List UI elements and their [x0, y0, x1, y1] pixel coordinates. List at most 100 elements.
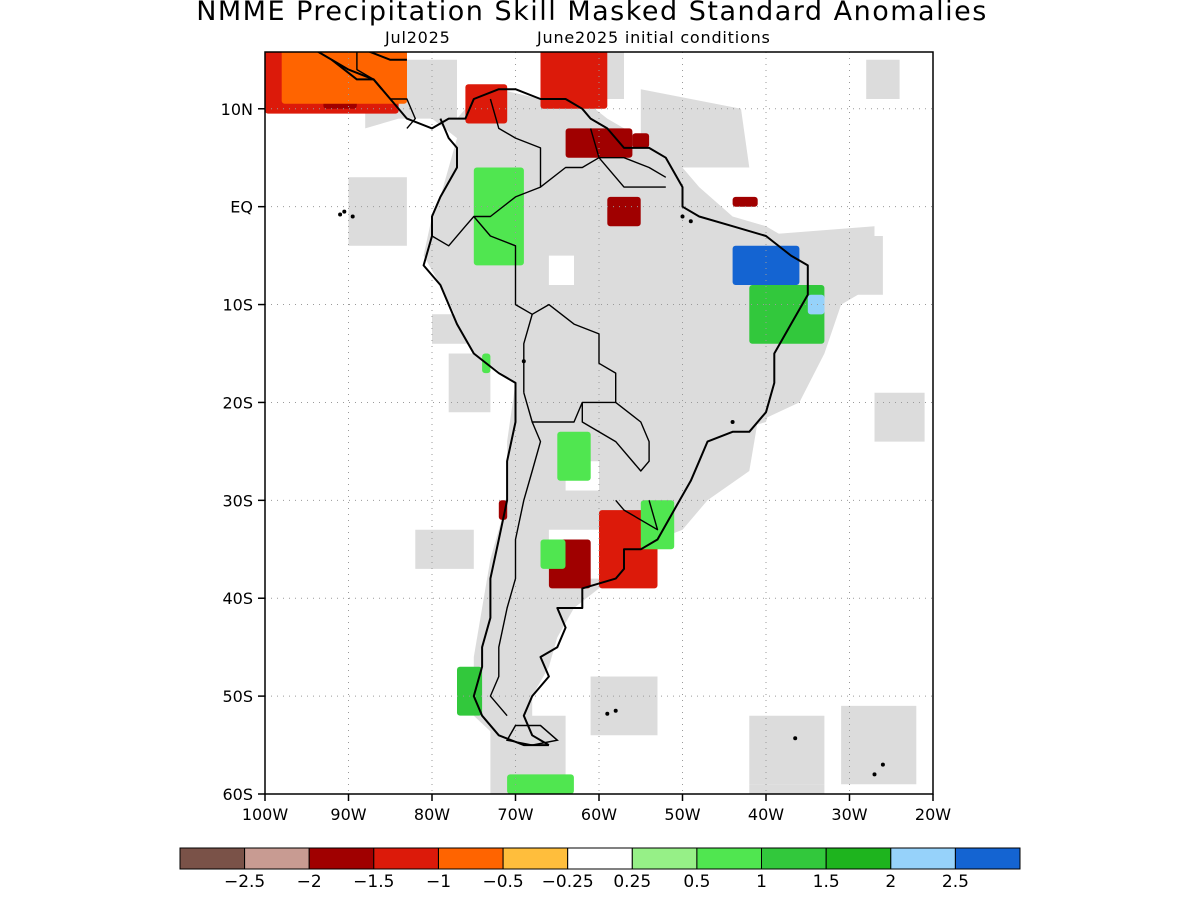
no-skill-region — [841, 705, 917, 785]
anomaly-ne-brazil-lightblue — [807, 294, 825, 315]
plot-area — [265, 52, 933, 794]
lat-tick-label: 20S — [222, 393, 253, 412]
no-skill-region — [866, 59, 900, 99]
colorbar-swatch — [696, 847, 763, 870]
colorbar-label: −2.5 — [224, 872, 265, 892]
lat-tick-label: 60S — [222, 785, 253, 804]
island-marker — [338, 212, 343, 217]
country-border — [356, 52, 416, 129]
anomaly-brazil-south-green — [640, 500, 675, 550]
island-marker — [880, 762, 885, 767]
lon-tick-label: 100W — [242, 805, 289, 824]
colorbar-label: −2 — [297, 872, 322, 892]
lon-tick-label: 90W — [330, 805, 366, 824]
colorbar-swatch — [761, 847, 827, 870]
colorbar-swatch — [373, 847, 439, 870]
colorbar: −2.5 −2 −1.5 −1 −0.5 −0.25 0.25 0.5 1 1.5 2 2.5 — [179, 847, 1021, 892]
lon-tick-label: 20W — [915, 805, 951, 824]
coastlines — [316, 52, 885, 777]
no-skill-region — [432, 314, 474, 344]
colorbar-label: −0.25 — [542, 872, 594, 892]
lon-tick-label: 40W — [748, 805, 784, 824]
island-marker — [350, 214, 355, 219]
tierra-del-fuego — [505, 724, 559, 746]
island-marker — [872, 772, 877, 777]
island-marker — [342, 209, 347, 214]
lat-tick-label: 30S — [222, 491, 253, 510]
near-zero-area — [548, 255, 574, 285]
colorbar-swatch — [567, 847, 633, 870]
valid-month-label: Jul2025 — [385, 28, 451, 47]
colorbar-swatch — [502, 847, 569, 870]
anomaly-argentina-west-green — [540, 539, 566, 569]
colorbar-swatch — [308, 847, 375, 870]
anomaly-colombia-north — [465, 84, 508, 124]
coastline — [367, 52, 407, 61]
country-border — [489, 421, 542, 717]
anomaly-drake-green — [507, 774, 574, 794]
no-skill-region — [448, 353, 491, 413]
island-marker — [680, 214, 685, 219]
grid-lines — [265, 52, 933, 794]
colorbar-label: −1.5 — [353, 872, 394, 892]
country-border — [581, 401, 650, 472]
anomaly-venezuela-coast — [565, 128, 633, 158]
colorbar-label: −1 — [426, 872, 451, 892]
country-border — [431, 215, 533, 393]
colorbar-swatch — [954, 847, 1021, 870]
country-border — [615, 499, 659, 531]
lon-tick-label: 80W — [414, 805, 450, 824]
no-skill-region — [590, 676, 658, 736]
colorbar-label: −0.5 — [482, 872, 523, 892]
colorbar-swatch — [631, 847, 698, 870]
colorbar-swatch — [179, 847, 246, 870]
island-marker — [688, 219, 693, 224]
lat-tick-label: 40S — [222, 589, 253, 608]
coastline — [316, 52, 809, 746]
colorbar-swatch — [438, 847, 504, 870]
lon-tick-label: 50W — [664, 805, 700, 824]
lon-tick-label: 60W — [581, 805, 617, 824]
anomaly-amazon-mouth-red — [607, 196, 641, 227]
lat-tick-label: EQ — [230, 198, 253, 217]
no-skill-region — [749, 715, 825, 785]
colorbar-label: 0.25 — [613, 872, 651, 892]
colorbar-label: 1.5 — [813, 872, 840, 892]
map-title: NMME Precipitation Skill Masked Standard… — [196, 0, 988, 27]
initial-conditions-label: June2025 initial conditions — [537, 28, 771, 47]
lat-tick-label: 10N — [221, 100, 253, 119]
country-border — [489, 98, 542, 188]
no-skill-region — [874, 392, 925, 442]
anomaly-central-america-mild — [281, 52, 407, 104]
anomaly-layer — [265, 52, 825, 794]
island-marker — [730, 420, 735, 424]
colorbar-label: 2 — [885, 872, 896, 892]
no-skill-region — [841, 236, 883, 295]
lon-tick-label: 70W — [497, 805, 533, 824]
island-marker — [521, 359, 526, 364]
colorbar-swatch — [244, 847, 310, 870]
coastline — [422, 118, 549, 747]
anomaly-guyana-point — [632, 133, 650, 148]
island-marker — [793, 736, 798, 741]
anomaly-ne-brazil-blue — [732, 245, 800, 285]
lat-tick-label: 50S — [222, 687, 253, 706]
no-skill-region — [415, 529, 474, 569]
anomaly-paraguay-green — [557, 431, 591, 481]
colorbar-label: 0.5 — [683, 872, 710, 892]
country-border — [473, 156, 667, 218]
colorbar-label: 1 — [756, 872, 767, 892]
island-marker — [605, 711, 610, 716]
island-marker — [613, 708, 618, 713]
no-skill-region — [348, 177, 407, 246]
colorbar-swatch — [825, 847, 892, 870]
anomaly-para-red — [732, 196, 758, 207]
no-skill-region — [749, 784, 825, 794]
lon-tick-label: 30W — [831, 805, 867, 824]
country-border — [523, 303, 617, 423]
anomaly-caribbean-coast — [540, 52, 608, 109]
colorbar-label: 2.5 — [942, 872, 969, 892]
country-border — [589, 128, 666, 188]
